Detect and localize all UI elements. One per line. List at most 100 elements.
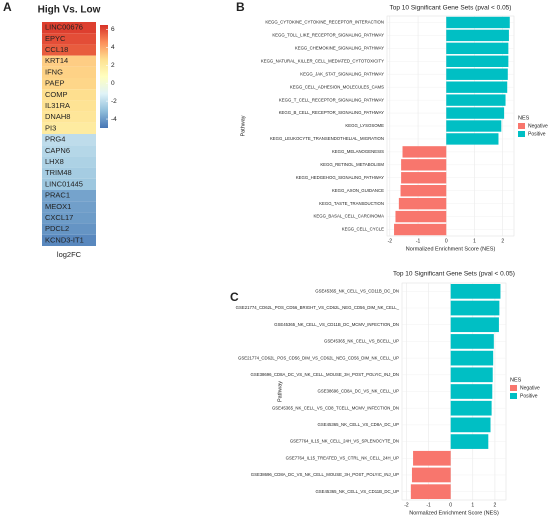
heatmap-cell xyxy=(42,134,96,146)
y-tick-label: KEGG_AXON_GUIDANCE xyxy=(332,188,384,193)
colorbar-tick-label: 6 xyxy=(111,26,115,33)
heatmap-cell xyxy=(42,122,96,134)
legend-swatch xyxy=(518,123,525,129)
heatmap-cell xyxy=(42,22,96,34)
y-tick-label: KEGG_B_CELL_RECEPTOR_SIGNALING_PATHWAY xyxy=(279,110,384,115)
row-label: CCL18 xyxy=(45,45,68,54)
y-tick-label: KEGG_CYTOKINE_CYTOKINE_RECEPTOR_INTERACT… xyxy=(265,20,384,25)
row-label: LINC01445 xyxy=(45,179,83,188)
bar xyxy=(450,284,501,299)
row-label: PI3 xyxy=(45,123,56,132)
y-tick-label: KEGG_LYSOSOME xyxy=(345,123,384,128)
y-tick-label: KEGG_CHEMOKINE_SIGNALING_PATHWAY xyxy=(295,45,384,50)
y-axis-label: Pathway xyxy=(240,115,246,136)
legend-label: Negative xyxy=(520,385,540,391)
y-tick-label: GSE45365_NK_CELL_VS_BCELL_UP xyxy=(324,339,399,344)
row-label: TRIM48 xyxy=(45,168,72,177)
bar xyxy=(450,434,489,449)
bar xyxy=(413,450,451,466)
x-tick-label: 2 xyxy=(501,238,504,244)
bar xyxy=(411,467,451,483)
bar xyxy=(450,350,494,366)
y-tick-label: KEGG_NATURAL_KILLER_CELL_MEDIATED_CYTOTO… xyxy=(261,58,384,63)
x-tick-label: -1 xyxy=(426,502,431,508)
heatmap-cell xyxy=(42,201,96,213)
y-tick-label: GSE45365_NK_CELL_VS_CD8A_DC_UP xyxy=(318,422,400,427)
x-tick-label: -1 xyxy=(416,238,421,244)
chart-title: Top 10 Significant Gene Sets (pval < 0.0… xyxy=(390,5,512,12)
y-tick-label: GSE45365_NK_CELL_VS_CD8_TCELL_MCMV_INFEC… xyxy=(272,405,399,410)
heatmap-cell xyxy=(42,178,96,190)
bar xyxy=(446,55,509,67)
bar xyxy=(446,120,502,132)
bar xyxy=(450,367,493,383)
x-tick-label: 2 xyxy=(494,502,497,508)
panel-letter: A xyxy=(3,0,12,14)
bar xyxy=(446,94,506,106)
y-tick-label: KEGG_RETINOL_METABOLISM xyxy=(320,162,384,167)
bar xyxy=(450,317,499,333)
y-tick-label: KEGG_MELANOGENESIS xyxy=(332,149,384,154)
bar xyxy=(401,172,447,184)
row-label: CAPN6 xyxy=(45,146,70,155)
bar xyxy=(402,146,447,158)
row-label: PRAC1 xyxy=(45,191,70,200)
heatmap-cell xyxy=(42,44,96,56)
y-tick-label: GSE7764_IL15_NK_CELL_24H_VS_SPLENOCYTE_D… xyxy=(290,439,399,444)
y-tick-label: KEGG_LEUKOCYTE_TRANSENDOTHELIAL_MIGRATIO… xyxy=(270,136,384,141)
y-tick-label: KEGG_CELL_ADHESION_MOLECULES_CAMS xyxy=(290,84,384,89)
bar xyxy=(450,334,494,349)
y-tick-label: GSE38696_CD8A_DC_VS_NK_CELL_MOUSE_3H_POS… xyxy=(251,472,399,477)
legend-swatch xyxy=(510,385,517,391)
bar xyxy=(401,159,447,171)
bar xyxy=(446,81,508,93)
bar xyxy=(446,68,508,80)
y-tick-label: GSE45365_NK_CELL_VS_CD11B_DC_UP xyxy=(315,489,399,494)
colorbar-tick-label: 4 xyxy=(111,44,115,51)
bar xyxy=(395,210,447,223)
bar xyxy=(398,197,447,210)
x-tick-label: 0 xyxy=(445,238,448,244)
colorbar-tick-label: 0 xyxy=(111,80,115,87)
bar xyxy=(450,300,500,316)
x-tick-label: 1 xyxy=(471,502,474,508)
heatmap-cell xyxy=(42,167,96,179)
y-tick-label: KEGG_JAK_STAT_SIGNALING_PATHWAY xyxy=(300,71,384,76)
row-label: IFNG xyxy=(45,67,63,76)
bar xyxy=(446,42,509,55)
y-tick-label: GSE45365_NK_CELL_VS_CD11B_DC_MCMV_INFECT… xyxy=(274,322,399,327)
row-label: PAEP xyxy=(45,79,64,88)
colorbar-tick-label: -4 xyxy=(111,116,117,123)
y-tick-label: GSE38696_CD8A_DC_VS_NK_CELL_MOUSE_3H_POS… xyxy=(251,372,399,377)
x-tick-label: 1 xyxy=(473,238,476,244)
heatmap-cell xyxy=(42,234,96,246)
legend-label: Positive xyxy=(528,131,546,137)
x-axis-label: Normalized Enrichment Score (NES) xyxy=(409,510,499,516)
colorbar xyxy=(100,25,108,128)
bar xyxy=(450,400,492,416)
legend-label: Negative xyxy=(528,123,548,129)
legend-swatch xyxy=(518,131,525,137)
heatmap-cell xyxy=(42,212,96,224)
heatmap-cell xyxy=(42,66,96,78)
row-label: EPYC xyxy=(45,34,66,43)
legend-title: NES xyxy=(510,377,522,383)
y-tick-label: GSE45365_NK_CELL_VS_CD11B_DC_DN xyxy=(315,288,399,293)
panel-letter: B xyxy=(236,0,245,14)
y-tick-label: KEGG_HEDGEHOG_SIGNALING_PATHWAY xyxy=(296,175,384,180)
row-label: COMP xyxy=(45,90,68,99)
y-tick-label: GSE21774_CD62L_POS_CD56_DIM_VS_CD62L_NEG… xyxy=(238,355,399,360)
y-tick-label: GSE38696_CD8A_DC_VS_NK_CELL_UP xyxy=(318,389,400,394)
y-tick-label: KEGG_CELL_CYCLE xyxy=(342,227,384,232)
heatmap-cell xyxy=(42,55,96,67)
row-label: KCND3-IT1 xyxy=(45,235,84,244)
bar xyxy=(446,133,499,145)
bar xyxy=(400,185,447,197)
heatmap-title: High Vs. Low xyxy=(38,5,101,16)
row-label: DNAH8 xyxy=(45,112,70,121)
row-label: LINC00676 xyxy=(45,23,83,32)
y-tick-label: GSE7764_IL15_TREATED_VS_CTRL_NK_CELL_24H… xyxy=(286,455,400,460)
y-tick-label: KEGG_TASTE_TRANSDUCTION xyxy=(319,201,384,206)
colorbar-tick-label: 2 xyxy=(111,62,115,69)
chart-title: Top 10 Significant Gene Sets (pval < 0.0… xyxy=(393,271,515,278)
